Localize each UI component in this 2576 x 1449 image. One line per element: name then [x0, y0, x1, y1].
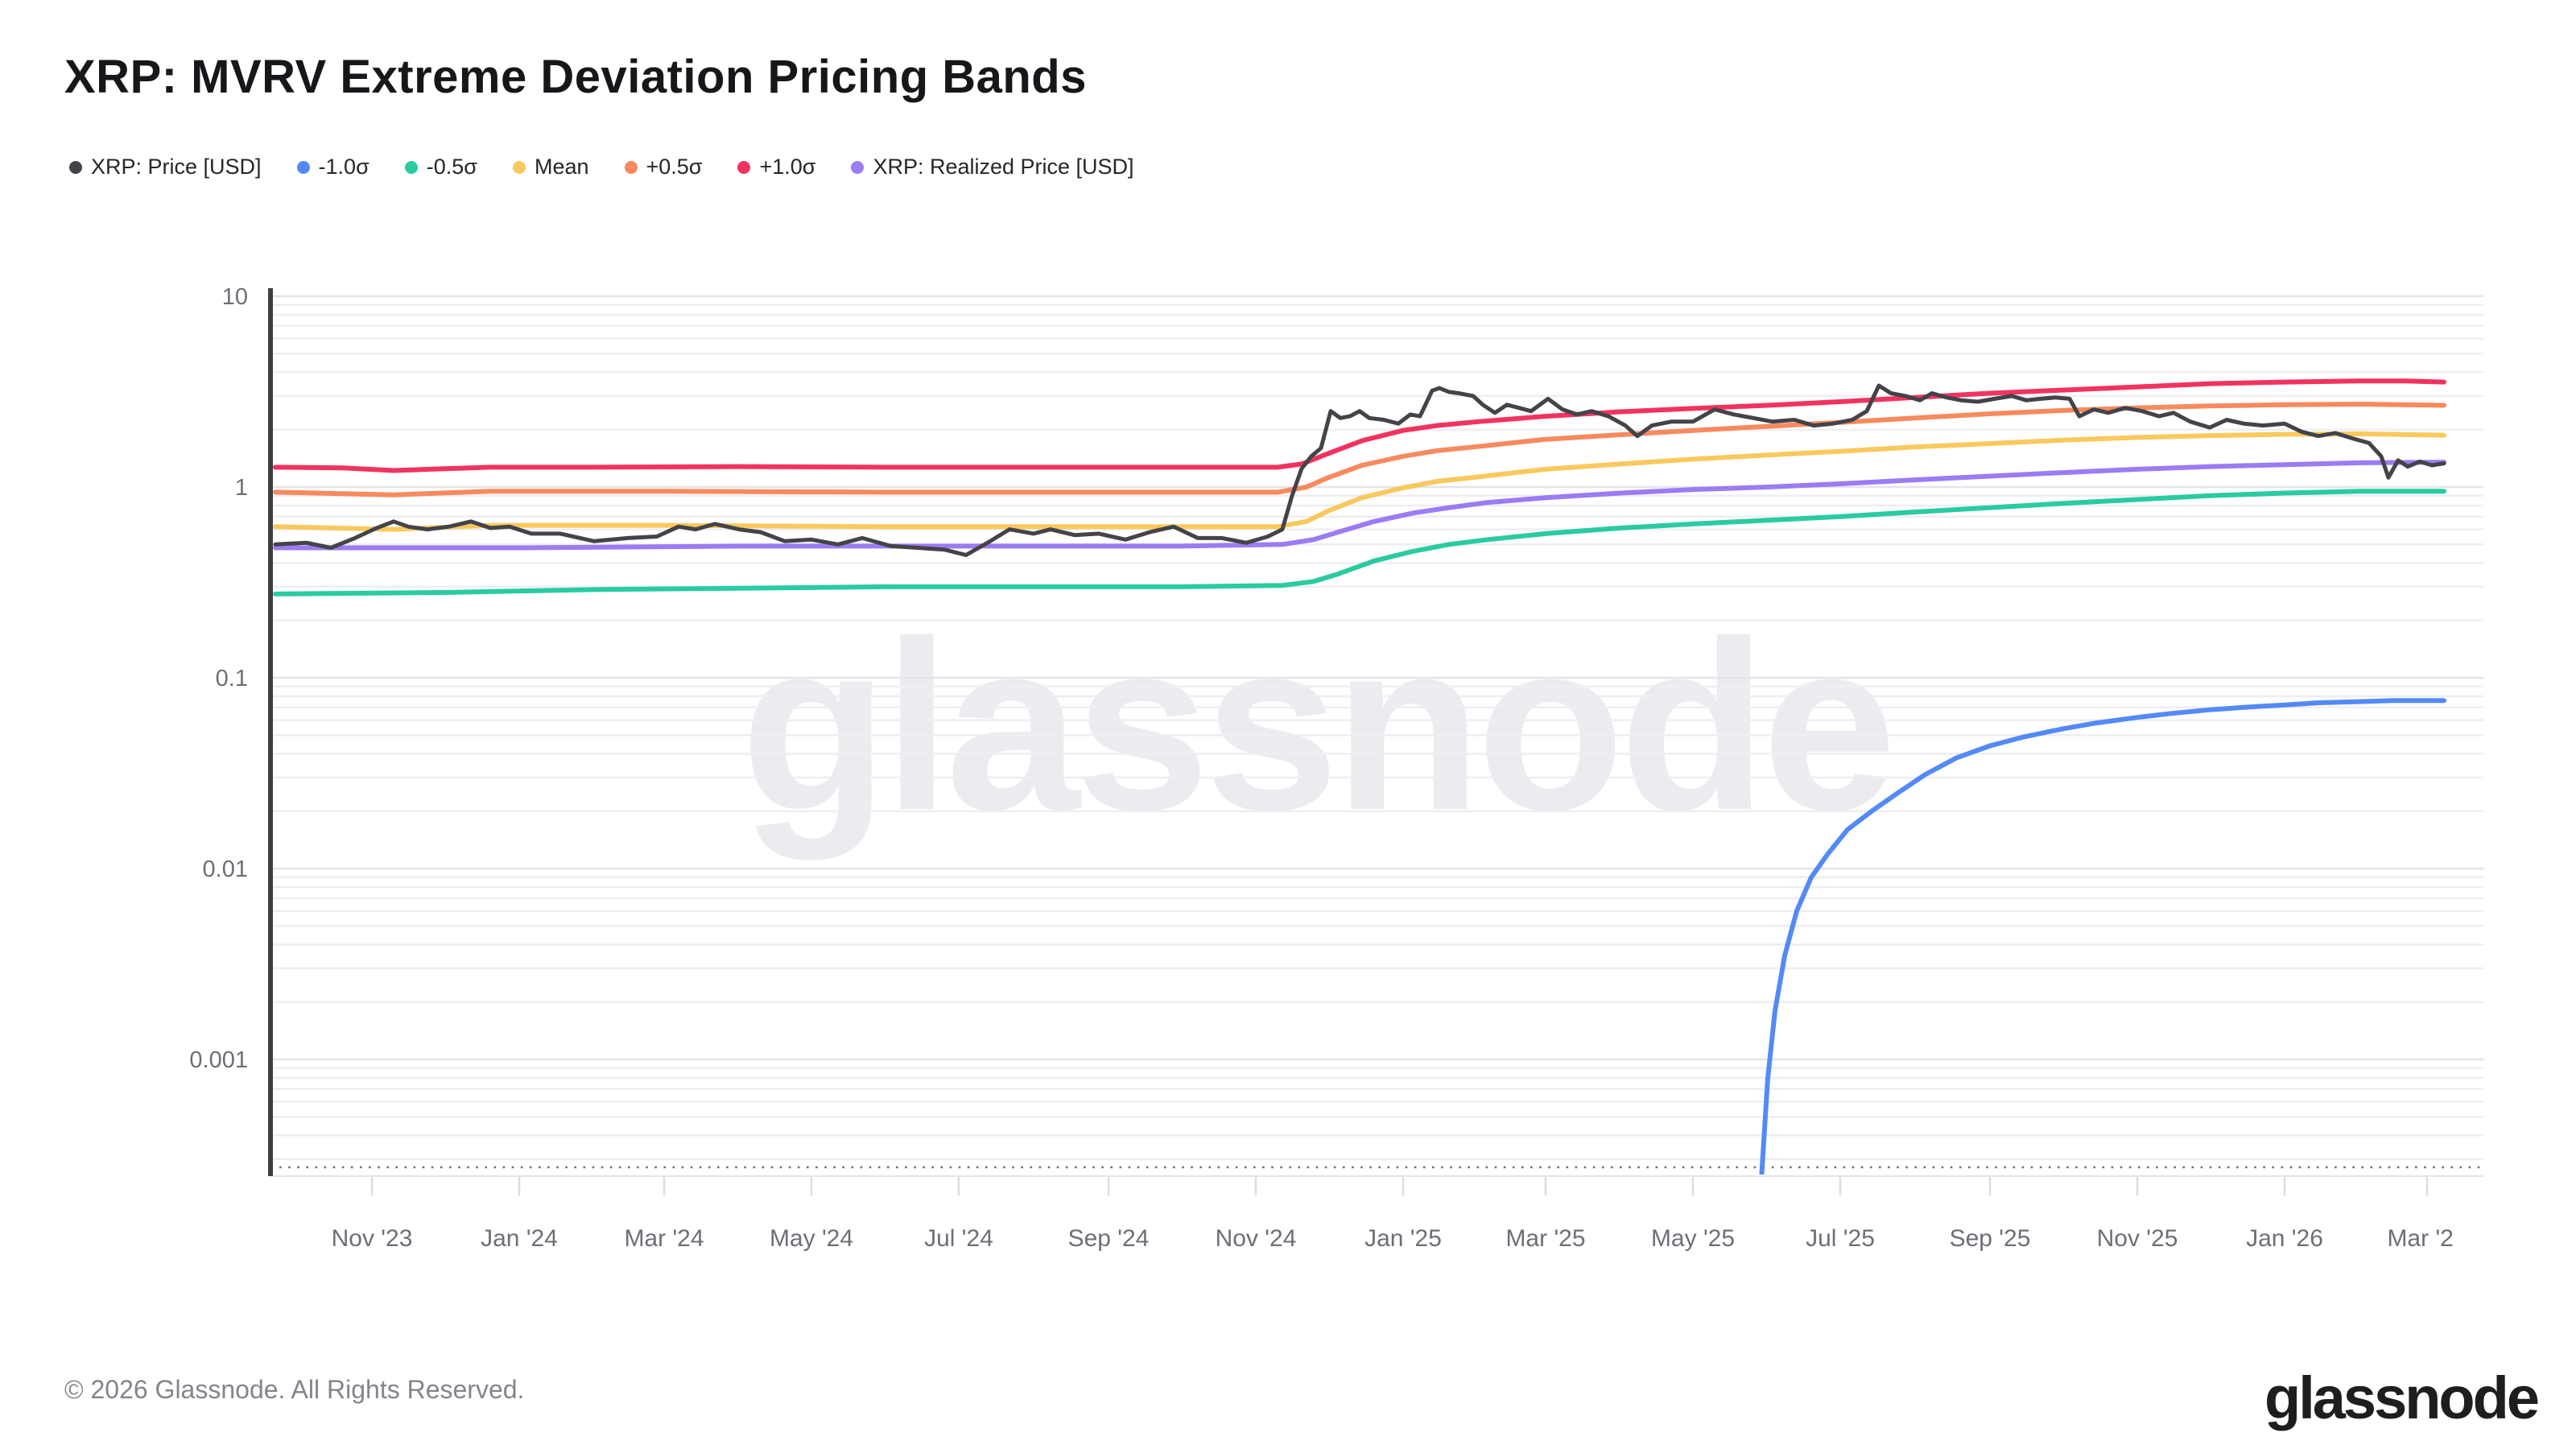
series-mean: [273, 431, 2446, 532]
legend-item-mean[interactable]: Mean: [512, 155, 589, 180]
svg-text:1: 1: [235, 475, 248, 501]
svg-text:Sep '24: Sep '24: [1068, 1225, 1150, 1252]
legend-item-1-0[interactable]: -1.0σ: [296, 155, 369, 180]
svg-text:0.1: 0.1: [216, 666, 248, 691]
series-1-0: [273, 378, 2446, 473]
x-axis-ticks: [370, 1177, 2429, 1195]
svg-text:Nov '25: Nov '25: [2097, 1225, 2178, 1252]
svg-text:May '24: May '24: [770, 1225, 853, 1252]
svg-text:10: 10: [222, 284, 248, 310]
svg-text:0.01: 0.01: [203, 857, 248, 882]
legend-label: XRP: Realized Price [USD]: [873, 155, 1134, 179]
legend-label: -0.5σ: [426, 155, 477, 179]
legend-label: +0.5σ: [646, 155, 703, 179]
footer-copyright: © 2026 Glassnode. All Rights Reserved.: [64, 1375, 525, 1404]
svg-text:May '25: May '25: [1651, 1225, 1735, 1252]
svg-text:Sep '25: Sep '25: [1950, 1225, 2031, 1252]
legend-dot-icon: [296, 160, 310, 174]
legend-dot-icon: [512, 160, 526, 174]
legend-dot-icon: [404, 160, 418, 174]
legend-dot-icon: [737, 160, 751, 174]
svg-text:Mar '25: Mar '25: [1505, 1225, 1585, 1252]
svg-text:Jan '25: Jan '25: [1364, 1225, 1442, 1252]
legend-label: -1.0σ: [318, 155, 369, 179]
svg-text:Jan '26: Jan '26: [2246, 1225, 2323, 1252]
svg-text:Jul '24: Jul '24: [924, 1225, 993, 1252]
svg-text:Jul '25: Jul '25: [1806, 1225, 1875, 1252]
svg-text:0.001: 0.001: [189, 1047, 248, 1073]
legend-dot-icon: [69, 160, 82, 174]
legend-item-xrp-realized-price-usd[interactable]: XRP: Realized Price [USD]: [851, 155, 1134, 180]
svg-text:Mar '26: Mar '26: [2387, 1225, 2467, 1252]
legend-item-0-5[interactable]: -0.5σ: [404, 155, 477, 180]
series-group: [273, 378, 2446, 1174]
series-0-5: [273, 402, 2446, 497]
legend-label: Mean: [534, 155, 589, 179]
chart-title: XRP: MVRV Extreme Deviation Pricing Band…: [64, 51, 1087, 103]
svg-text:Nov '24: Nov '24: [1216, 1225, 1297, 1252]
legend-item-1-0[interactable]: +1.0σ: [737, 155, 815, 180]
series-xrp-price-usd: [273, 383, 2446, 557]
legend-dot-icon: [851, 160, 865, 174]
x-axis-labels: Nov '23 Jan '24 Mar '24 May '24 Jul '24 Sep '…: [332, 1225, 2467, 1252]
svg-text:Nov '23: Nov '23: [332, 1225, 413, 1252]
series-1-0: [1759, 698, 2446, 1174]
legend-label: +1.0σ: [759, 155, 816, 179]
glassnode-logo: glassnode: [2264, 1364, 2540, 1431]
legend-item-0-5[interactable]: +0.5σ: [624, 155, 703, 180]
legend-dot-icon: [624, 160, 638, 174]
svg-text:Jan '24: Jan '24: [481, 1225, 558, 1252]
chart-legend: XRP: Price [USD] -1.0σ -0.5σ Mean +0.5σ +1.0σ…: [69, 155, 1134, 180]
legend-item-xrp-price-usd[interactable]: XRP: Price [USD]: [69, 155, 262, 180]
legend-label: XRP: Price [USD]: [91, 155, 262, 179]
y-axis-labels: 10 1 0.1 0.01 0.001: [189, 284, 248, 1073]
watermark: glassnode: [741, 590, 1892, 862]
series-xrp-realized-price-usd: [273, 460, 2446, 551]
series-0-5: [273, 489, 2446, 597]
svg-text:Mar '24: Mar '24: [624, 1225, 704, 1252]
